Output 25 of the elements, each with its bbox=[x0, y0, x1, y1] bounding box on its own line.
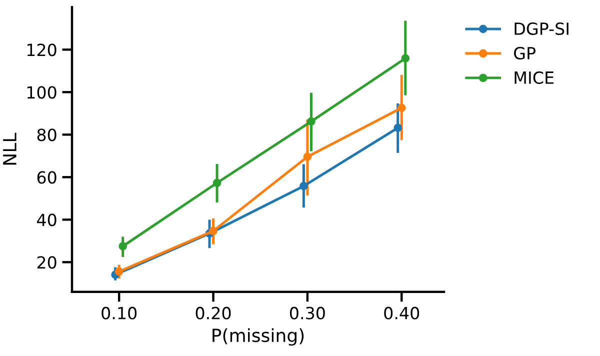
point bbox=[307, 117, 316, 126]
x-tick-label: 0.30 bbox=[290, 306, 325, 320]
y-tick-label: 100 bbox=[27, 86, 56, 99]
y-tick-label: 40 bbox=[37, 214, 56, 226]
y-tick-label: 80 bbox=[37, 128, 56, 142]
y-axis-title: NLL bbox=[3, 132, 16, 165]
y-tick-label: 60 bbox=[37, 171, 56, 184]
x-axis-title: P(missing) bbox=[212, 328, 304, 346]
y-tick-label: 20 bbox=[37, 256, 56, 269]
point bbox=[300, 182, 308, 190]
x-tick-label: 0.10 bbox=[102, 306, 137, 320]
legend-label: GP bbox=[514, 46, 536, 60]
legend-label: DGP-SI bbox=[514, 22, 568, 36]
point bbox=[394, 124, 402, 132]
x-tick-label: 0.20 bbox=[196, 306, 231, 320]
x-tick-label: 0.40 bbox=[384, 306, 420, 320]
point bbox=[303, 152, 312, 161]
y-tick-label: 120 bbox=[27, 44, 56, 56]
point bbox=[397, 104, 406, 112]
legend-label: MICE bbox=[514, 71, 554, 84]
point bbox=[212, 178, 222, 188]
point bbox=[114, 267, 124, 276]
point bbox=[118, 242, 128, 250]
point bbox=[209, 226, 218, 236]
point bbox=[401, 54, 410, 63]
